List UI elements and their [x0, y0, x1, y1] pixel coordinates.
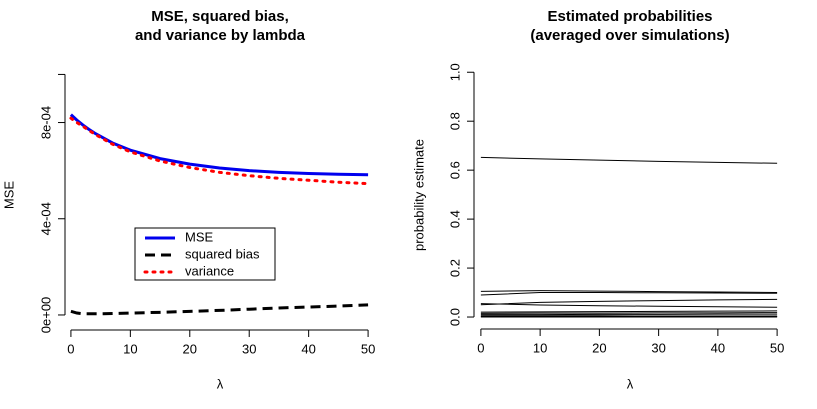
series-line — [480, 292, 778, 296]
x-axis-label: λ — [217, 376, 224, 391]
chart-title: (averaged over simulations) — [530, 27, 729, 44]
y-tick-label: 4e-04 — [38, 202, 53, 235]
x-tick-label: 30 — [242, 341, 256, 356]
y-tick-label: 8e-04 — [38, 106, 53, 139]
x-tick-label: 10 — [123, 341, 137, 356]
y-axis-label: MSE — [1, 181, 16, 210]
y-tick-label: 0.8 — [447, 112, 462, 130]
x-tick-label: 30 — [651, 340, 665, 355]
y-axis-label: probability estimate — [411, 139, 426, 251]
series-line — [480, 303, 778, 308]
x-tick-label: 0 — [67, 341, 74, 356]
series-line — [69, 113, 369, 177]
x-tick-label: 50 — [361, 341, 375, 356]
series-line — [480, 310, 778, 313]
series-line — [480, 312, 778, 314]
x-tick-label: 0 — [477, 340, 484, 355]
y-tick-label: 0.4 — [447, 210, 462, 228]
chart-title: and variance by lambda — [135, 27, 306, 44]
legend-label: variance — [185, 263, 234, 278]
series-line — [480, 290, 778, 294]
x-tick-label: 20 — [592, 340, 606, 355]
y-tick-label: 0e+00 — [38, 297, 53, 334]
x-axis-label: λ — [627, 376, 634, 391]
x-tick-label: 40 — [301, 341, 315, 356]
chart-title: Estimated probabilities — [547, 8, 712, 25]
series-line — [69, 116, 370, 186]
chart-title: MSE, squared bias, — [151, 8, 289, 25]
y-tick-label: 0.0 — [447, 308, 462, 326]
series-line — [480, 298, 778, 306]
y-tick-label: 0.2 — [447, 259, 462, 277]
x-tick-label: 40 — [711, 340, 725, 355]
series-line — [480, 156, 778, 164]
series-line — [70, 303, 369, 316]
x-tick-label: 50 — [770, 340, 784, 355]
y-tick-label: 0.6 — [447, 161, 462, 179]
y-tick-label: 1.0 — [447, 63, 462, 81]
legend-label: squared bias — [185, 246, 260, 261]
legend-label: MSE — [185, 229, 214, 244]
x-tick-label: 10 — [533, 340, 547, 355]
x-tick-label: 20 — [183, 341, 197, 356]
